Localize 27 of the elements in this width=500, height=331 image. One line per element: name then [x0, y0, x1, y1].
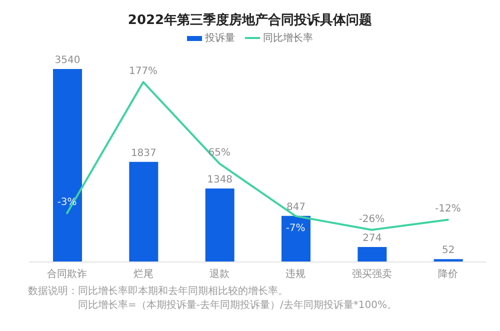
data-label: 177% — [128, 66, 158, 78]
bar — [53, 69, 82, 262]
bar — [205, 188, 234, 262]
x-tick-label: 烂尾 — [133, 268, 154, 280]
legend-label: 投诉量 — [205, 32, 235, 45]
bar — [129, 162, 158, 262]
x-tick-label: 强买强卖 — [352, 268, 392, 280]
data-label: -3% — [57, 197, 77, 208]
x-tick-label: 违规 — [286, 268, 306, 280]
data-label: 847 — [286, 202, 306, 213]
data-label: -12% — [434, 204, 461, 215]
x-tick-label: 合同欺诈 — [47, 268, 88, 280]
bar — [358, 247, 387, 262]
data-label: 3540 — [54, 55, 80, 66]
data-label: 274 — [362, 233, 382, 244]
bar — [282, 216, 310, 262]
chart-title: 2022年第三季度房地产合同投诉具体问题 — [126, 12, 374, 29]
data-label: -7% — [286, 223, 306, 234]
data-label: 1348 — [207, 174, 233, 186]
legend-label: 同比增长率 — [263, 32, 313, 45]
text: 同比增长率=（本期投诉量-去年同期投诉量）/去年同期投诉量*100%。 — [78, 298, 397, 312]
x-tick-label: 退款 — [209, 268, 230, 280]
data-label: -26% — [358, 214, 385, 225]
x-tick-label: 降价 — [438, 268, 458, 280]
data-label: 52 — [442, 245, 455, 256]
data-label: 1837 — [130, 148, 156, 159]
text: 数据说明：同比增长率即本期和去年同期相比较的增长率。 — [28, 284, 288, 298]
